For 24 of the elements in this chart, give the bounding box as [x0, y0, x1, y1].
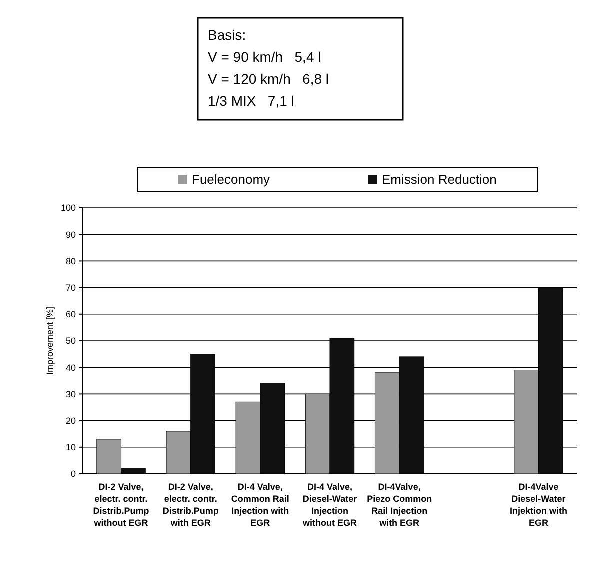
text: Basis: [208, 27, 246, 43]
y-tick-label: 90 [66, 230, 76, 240]
y-tick-label: 40 [66, 362, 76, 373]
y-tick-label: 60 [66, 310, 76, 320]
x-tick-label: DI-2 Valve, electr. contr. Distrib.Pump with EGR [162, 482, 220, 528]
y-tick-label: 50 [66, 336, 76, 346]
x-tick-label: DI-4 Valve, Common Rail Injection with EGR [231, 482, 290, 528]
legend-label: Fueleconomy [192, 172, 271, 187]
y-tick-label: 0 [70, 469, 76, 480]
x-tick-label: DI-4 Valve, Diesel-Water Injection without EGR [302, 482, 358, 528]
y-tick-label: 100 [60, 203, 76, 214]
y-tick-label: 70 [66, 282, 76, 293]
x-tick-label: DI-2 Valve, electr. contr. Distrib.Pump without EGR [93, 482, 150, 528]
y-tick-label: 20 [66, 416, 76, 426]
x-tick-label: DI-4Valve Diesel-Water Injektion with EGR [510, 482, 568, 528]
x-tick-label: DI-4Valve, Piezo Common Rail Injection with EGR [367, 482, 432, 528]
text: V = 120 km/h 6,8 l [208, 71, 330, 87]
y-axis-title: Improvement [%] [45, 306, 55, 376]
y-tick-label: 30 [66, 389, 76, 400]
y-tick-label: 10 [66, 442, 76, 453]
legend-label: Emission Reduction [382, 172, 497, 187]
text: 1/3 MIX 7,1 l [208, 93, 294, 109]
y-tick-label: 80 [66, 256, 76, 266]
text: V = 90 km/h 5,4 l [208, 49, 322, 65]
